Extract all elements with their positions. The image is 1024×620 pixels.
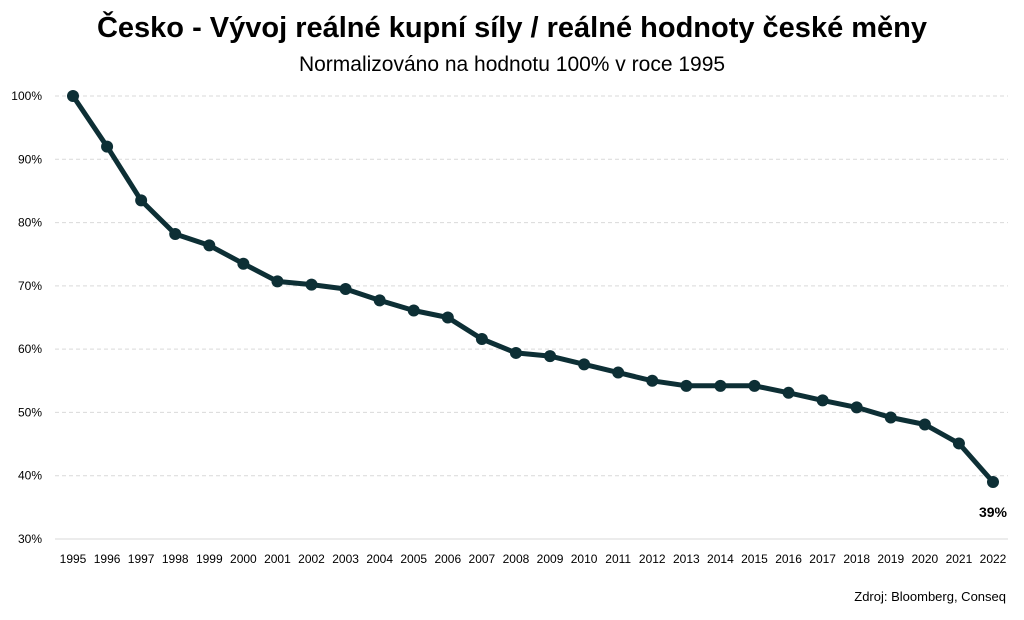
x-tick-label: 2015 (741, 552, 768, 566)
data-point (646, 374, 659, 387)
data-labels: 39% (979, 504, 1008, 520)
data-point (373, 294, 386, 307)
y-tick-label: 30% (18, 532, 42, 546)
data-point (714, 379, 727, 392)
x-tick-label: 2009 (537, 552, 564, 566)
data-point (203, 239, 216, 252)
y-tick-label: 60% (18, 342, 42, 356)
data-point (850, 401, 863, 414)
x-tick-label: 2016 (775, 552, 802, 566)
data-point (135, 194, 148, 207)
y-tick-label: 40% (18, 469, 42, 483)
chart-title: Česko - Vývoj reálné kupní síly / reálné… (96, 12, 928, 44)
source-note: Zdroj: Bloomberg, Conseq (854, 589, 1006, 604)
x-tick-label: 2022 (980, 552, 1007, 566)
x-tick-label: 2005 (400, 552, 427, 566)
data-point (782, 386, 795, 399)
x-tick-label: 1996 (94, 552, 121, 566)
data-point (578, 358, 591, 371)
x-tick-label: 1997 (128, 552, 155, 566)
data-point (305, 278, 318, 291)
x-tick-label: 1999 (196, 552, 223, 566)
y-tick-label: 100% (11, 89, 42, 103)
x-tick-label: 2007 (469, 552, 496, 566)
data-point (509, 346, 522, 359)
data-point (748, 379, 761, 392)
data-point (544, 350, 557, 363)
data-point (67, 90, 79, 102)
x-tick-label: 2014 (707, 552, 734, 566)
data-point (475, 333, 488, 346)
data-point (918, 418, 931, 431)
x-tick-label: 2004 (366, 552, 393, 566)
data-point (816, 394, 829, 407)
x-axis-tick-labels: 1995 1996 1997 1998 1999 2000 2001 2002 2003 2004… (60, 552, 1007, 566)
x-tick-label: 2021 (946, 552, 973, 566)
x-tick-label: 2017 (809, 552, 836, 566)
data-point (169, 227, 182, 240)
data-point (952, 437, 965, 450)
x-tick-label: 2008 (503, 552, 530, 566)
data-point (612, 366, 625, 379)
x-tick-label: 1995 (60, 552, 87, 566)
data-point (271, 275, 284, 288)
data-point (441, 311, 454, 324)
x-tick-label: 2000 (230, 552, 257, 566)
series-line (70, 93, 996, 485)
y-tick-label: 90% (18, 152, 42, 166)
data-points (67, 90, 999, 489)
data-point (237, 257, 250, 270)
data-point (884, 411, 897, 424)
data-point (101, 140, 114, 153)
x-tick-label: 2010 (571, 552, 598, 566)
gridlines (55, 95, 1008, 540)
y-tick-label: 70% (18, 279, 42, 293)
y-axis-tick-labels: 30% 40% 50% 60% 70% 80% 90% 100% (11, 89, 42, 546)
x-tick-label: 2003 (332, 552, 359, 566)
x-tick-label: 1998 (162, 552, 189, 566)
y-tick-label: 80% (18, 216, 42, 230)
data-point (680, 379, 693, 392)
x-tick-label: 2012 (639, 552, 666, 566)
x-tick-label: 2011 (605, 552, 631, 566)
x-tick-label: 2002 (298, 552, 325, 566)
series-path (70, 93, 996, 485)
x-tick-label: 2006 (434, 552, 461, 566)
data-point (339, 283, 352, 296)
x-tick-label: 2018 (843, 552, 870, 566)
x-tick-label: 2001 (264, 552, 291, 566)
x-tick-label: 2013 (673, 552, 700, 566)
x-tick-label: 2019 (877, 552, 904, 566)
data-point (407, 304, 420, 317)
chart-subtitle: Normalizováno na hodnotu 100% v roce 199… (298, 53, 726, 76)
y-tick-label: 50% (18, 405, 42, 419)
data-label: 39% (979, 504, 1008, 520)
data-point (987, 476, 999, 489)
x-tick-label: 2020 (912, 552, 939, 566)
